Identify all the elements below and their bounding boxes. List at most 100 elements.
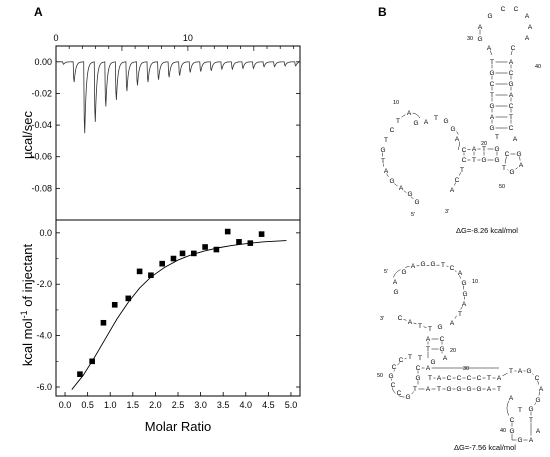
nucleotide-bg bbox=[523, 33, 531, 41]
nucleotide-bg bbox=[382, 166, 390, 174]
nucleotide-bg bbox=[416, 321, 424, 329]
nucleotide-bg bbox=[435, 373, 443, 381]
isotherm-point bbox=[100, 319, 107, 326]
isotherm-frame bbox=[55, 219, 301, 397]
nucleotide: T bbox=[509, 368, 513, 375]
nucleotide: G bbox=[389, 178, 394, 185]
nucleotide: C bbox=[416, 365, 421, 372]
iso-x-tick-label: 3.5 bbox=[217, 400, 230, 410]
nucleotide-bg bbox=[488, 79, 496, 87]
position-number: 5' bbox=[384, 269, 388, 275]
nucleotide-bg bbox=[395, 388, 403, 396]
nucleotide-bg bbox=[436, 322, 444, 330]
nucleotide: G bbox=[528, 406, 533, 413]
nucleotide-bg bbox=[523, 11, 531, 19]
raw-y-tick-label: -0.04 bbox=[31, 120, 52, 130]
nucleotide-bg bbox=[485, 43, 493, 51]
nucleotide: C bbox=[390, 127, 395, 134]
nucleotide-bg bbox=[424, 384, 432, 392]
nucleotide: G bbox=[466, 386, 471, 393]
nucleotide-bg bbox=[453, 175, 461, 183]
nucleotide-bg bbox=[432, 113, 440, 121]
nucleotide-bg bbox=[488, 68, 496, 76]
nucleotide: G bbox=[508, 81, 513, 88]
nucleotide: G bbox=[430, 261, 435, 268]
nucleotide-bg bbox=[488, 90, 496, 98]
nucleotide-bg bbox=[525, 366, 533, 374]
nucleotide-bg bbox=[533, 373, 541, 381]
nucleotide: A bbox=[472, 146, 477, 153]
position-number: 30 bbox=[467, 36, 473, 42]
position-number: 40 bbox=[535, 64, 541, 70]
raw-trace-line bbox=[59, 61, 300, 134]
nucleotide-bg bbox=[527, 435, 535, 443]
nucleotide: G bbox=[535, 397, 540, 404]
iso-y-tick-label: 0.0 bbox=[39, 228, 52, 238]
nucleotide: G bbox=[439, 346, 444, 353]
nucleotide-bg bbox=[448, 185, 456, 193]
nucleotide: C bbox=[447, 375, 452, 382]
nucleotide-bg bbox=[404, 392, 412, 400]
nucleotide: T bbox=[418, 323, 422, 330]
nucleotide: T bbox=[509, 114, 513, 121]
iso-x-tick-label: 4.0 bbox=[240, 400, 253, 410]
binding-isotherm-chart: 0.0 0.5 1.0 1.5 2.0 2.5 3.0 3.5 4.0 4.5 5.0 0.0 -2.0… bbox=[19, 219, 301, 434]
nucleotide: A bbox=[437, 375, 442, 382]
nucleotide-bg bbox=[414, 363, 422, 371]
raw-y-tick-label: 0.00 bbox=[34, 57, 52, 67]
nucleotide-bg bbox=[508, 167, 516, 175]
nucleotide: G bbox=[487, 13, 492, 20]
nucleotide-bg bbox=[460, 299, 468, 307]
position-number: 20 bbox=[450, 348, 456, 354]
nucleotide-bg bbox=[500, 163, 508, 171]
nucleotide-bg bbox=[406, 317, 414, 325]
nucleotide: A bbox=[478, 24, 483, 31]
nucleotide: T bbox=[381, 158, 385, 165]
iso-x-tick-label: 5.0 bbox=[285, 400, 298, 410]
isotherm-point bbox=[179, 250, 186, 257]
nucleotide-bg bbox=[516, 435, 524, 443]
nucleotide-bg bbox=[512, 4, 520, 12]
nucleotide-bg bbox=[488, 123, 496, 131]
nucleotide-bg bbox=[424, 344, 432, 352]
nucleotide: A bbox=[529, 437, 534, 444]
nucleotide: A bbox=[450, 187, 455, 194]
nucleotide: T bbox=[413, 386, 417, 393]
nucleotide: A bbox=[487, 45, 492, 52]
nucleotide: G bbox=[401, 269, 406, 276]
nucleotide-bg bbox=[400, 267, 408, 275]
nucleotide: C bbox=[397, 390, 402, 397]
nucleotide: G bbox=[413, 120, 418, 127]
nucleotide: T bbox=[490, 59, 494, 66]
nucleotide-bg bbox=[465, 384, 473, 392]
nucleotide: G bbox=[415, 375, 420, 382]
nucleotide: G bbox=[489, 70, 494, 77]
nucleotide-bg bbox=[493, 144, 501, 152]
nucleotide: A bbox=[462, 301, 467, 308]
nucleotide: G bbox=[407, 191, 412, 198]
nucleotide: C bbox=[490, 81, 495, 88]
nucleotide-bg bbox=[486, 11, 494, 19]
nucleotide-bg bbox=[480, 144, 488, 152]
iso-y-tick-label: -2.0 bbox=[36, 279, 52, 289]
nucleotide-bg bbox=[507, 79, 515, 87]
nucleotide-bg bbox=[537, 384, 545, 392]
nucleotide-bg bbox=[461, 289, 469, 297]
nucleotide-bg bbox=[453, 134, 461, 142]
nucleotide-bg bbox=[507, 393, 515, 401]
structure-2-delta-g: ΔG=-7.56 kcal/mol bbox=[454, 443, 516, 452]
nucleotide-bg bbox=[460, 145, 468, 153]
isotherm-point bbox=[111, 301, 118, 308]
nucleotide: C bbox=[467, 375, 472, 382]
nucleotide: A bbox=[407, 110, 412, 117]
position-number: 3' bbox=[445, 209, 449, 215]
nucleotide-bg bbox=[516, 366, 524, 374]
nucleotide: G bbox=[380, 147, 385, 154]
panel-a-label: A bbox=[34, 5, 43, 19]
nucleotide: A bbox=[393, 279, 398, 286]
nucleotide: G bbox=[456, 386, 461, 393]
nucleotide: C bbox=[450, 265, 455, 272]
nucleotide-bg bbox=[405, 108, 413, 116]
raw-y-tick-label: -0.06 bbox=[31, 152, 52, 162]
nucleotide-bg bbox=[414, 373, 422, 381]
